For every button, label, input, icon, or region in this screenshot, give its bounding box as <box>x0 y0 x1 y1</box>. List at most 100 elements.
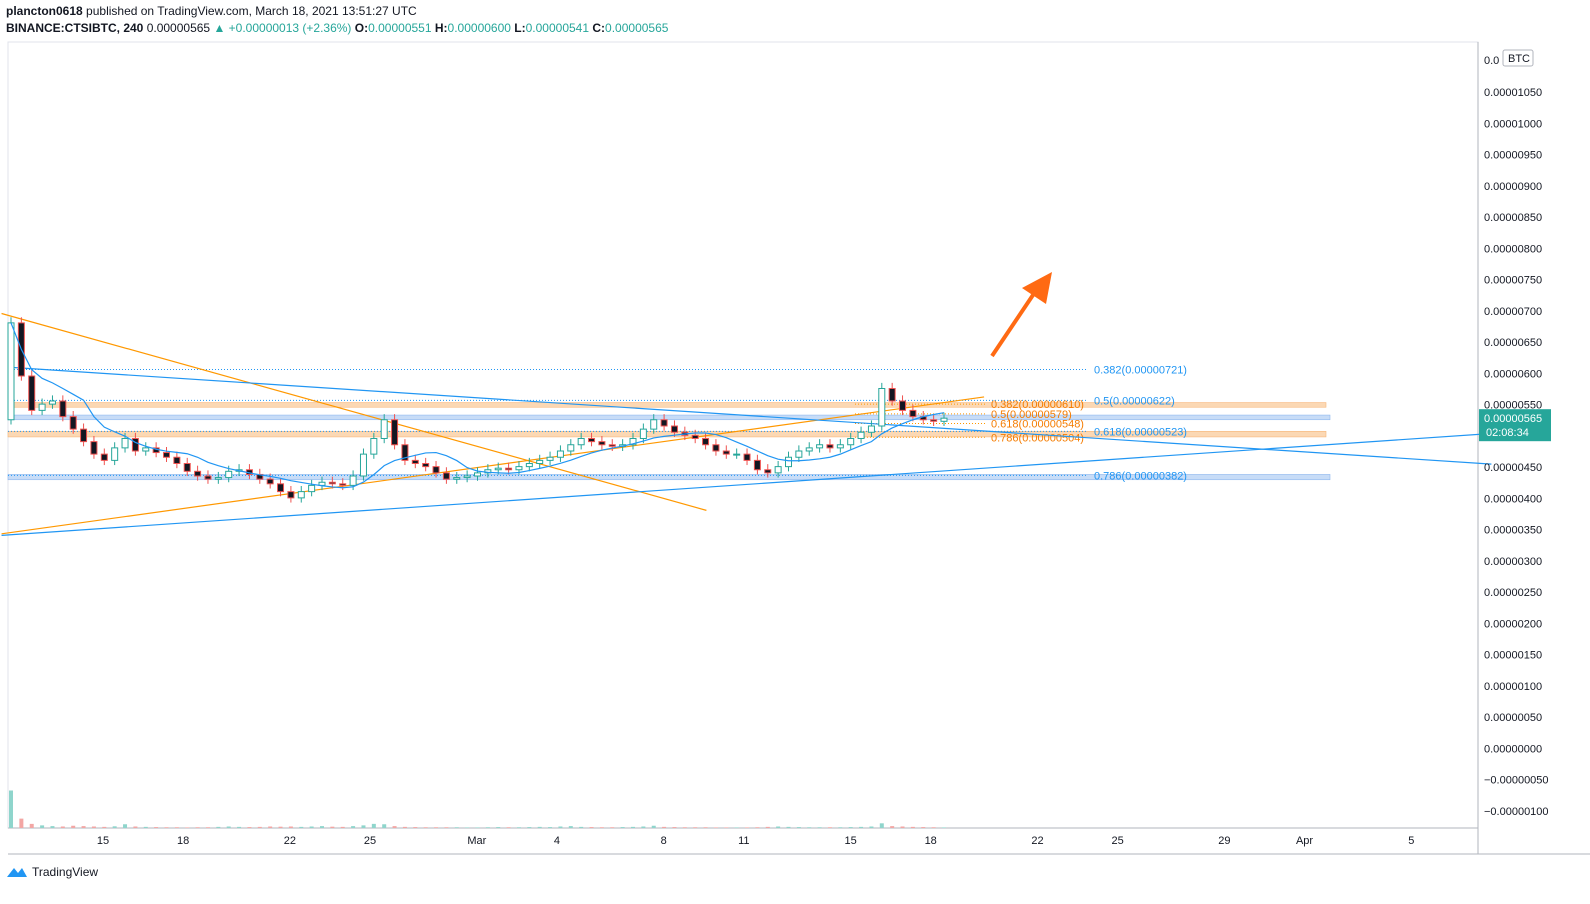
volume-bar <box>444 827 449 828</box>
volume-bar <box>859 826 864 828</box>
volume-bar <box>164 827 169 828</box>
volume-bar <box>133 826 138 828</box>
volume-bar <box>734 827 739 828</box>
candle-body <box>525 463 533 468</box>
currency-badge <box>1502 49 1534 67</box>
volume-bar <box>558 826 563 828</box>
candle-body <box>7 322 15 421</box>
candle-body <box>857 431 865 439</box>
candle-body <box>297 491 305 499</box>
volume-bar <box>755 827 760 828</box>
candle-body <box>28 375 36 411</box>
symbol-title[interactable]: BINANCE:CTSIBTC, 240 <box>6 21 144 35</box>
volume-bar <box>496 827 501 828</box>
volume-bar <box>776 826 781 828</box>
fib-orange-label: 0.618(0.00000548) <box>991 419 1084 431</box>
zone-orange-2 <box>7 431 1327 438</box>
candle-body <box>836 444 844 449</box>
time-tick-label: 25 <box>364 835 376 847</box>
trendline-blue-2 <box>9 366 1492 465</box>
candle-body <box>121 438 129 449</box>
volume-bar <box>827 827 832 828</box>
price-tick-label: 0.00000950 <box>1484 150 1542 162</box>
candle-body <box>899 400 907 411</box>
volume-bar <box>371 823 376 828</box>
volume-bar <box>330 826 335 828</box>
candle-body <box>163 452 170 458</box>
fib-orange-label: 0.382(0.00000610) <box>991 399 1084 411</box>
candle-body <box>785 456 792 468</box>
candle-body <box>359 453 367 477</box>
footer-brand: TradingView <box>32 865 99 879</box>
high-label: H: <box>434 21 448 35</box>
price-tick-label: 0.00000350 <box>1484 525 1542 537</box>
volume-bar <box>29 823 34 828</box>
publish-info: plancton0618 published on TradingView.co… <box>6 4 417 18</box>
volume-bar <box>506 827 511 828</box>
volume-bar <box>434 827 439 828</box>
volume-bar <box>537 826 542 828</box>
price-tick-label: 0.00000300 <box>1484 556 1542 568</box>
volume-bar <box>579 826 584 828</box>
volume-bar <box>299 826 304 828</box>
volume-bar <box>817 827 822 828</box>
volume-bar <box>237 826 242 828</box>
volume-bar <box>610 827 615 828</box>
candle-body <box>816 444 824 449</box>
volume-bar <box>568 826 573 828</box>
volume-bar <box>112 826 117 828</box>
time-tick-label: 11 <box>738 835 749 847</box>
volume-bar <box>662 826 667 828</box>
price-tick-label: 0.00000450 <box>1484 462 1542 474</box>
trendline-blue-3 <box>1 432 1492 536</box>
volume-bar <box>91 826 96 828</box>
volume-bar <box>413 827 418 828</box>
candle-body <box>131 438 139 452</box>
candle-body <box>214 477 222 480</box>
volume-bar <box>900 826 905 828</box>
last-value: 0.00000565 <box>146 21 211 35</box>
candle-body <box>774 466 782 474</box>
candle-body <box>546 456 554 461</box>
volume-bar <box>682 827 687 828</box>
price-tick-label: 0.00000400 <box>1484 493 1542 505</box>
candle-body <box>204 475 212 480</box>
volume-bar <box>309 826 314 828</box>
price-tick-label: 0.00001050 <box>1484 87 1542 99</box>
volume-bar <box>796 827 801 828</box>
price-tick-label: 0.00000550 <box>1484 400 1542 412</box>
candle-body <box>411 459 419 464</box>
candle-body <box>577 438 585 446</box>
volume-bar <box>340 826 345 828</box>
candle-body <box>691 434 699 439</box>
price-tick-label: 0.00000750 <box>1484 275 1542 287</box>
volume-bar <box>102 826 107 828</box>
candle-body <box>463 475 471 479</box>
volume-bar <box>942 827 946 828</box>
candle-body <box>59 400 67 418</box>
price-tick-label: −0.00000050 <box>1484 775 1549 787</box>
target-arrow-icon <box>1022 272 1052 304</box>
author-name[interactable]: plancton0618 <box>6 4 83 18</box>
candle-body <box>629 438 637 446</box>
candle-body <box>69 416 77 430</box>
volume-bar <box>174 827 179 828</box>
volume-bar <box>848 827 853 828</box>
fib-orange-label: 0.5(0.00000579) <box>991 409 1072 421</box>
volume-bar <box>807 827 812 828</box>
candle-body <box>515 466 523 471</box>
candle-body <box>909 409 917 418</box>
volume-bar <box>50 826 55 828</box>
time-tick-label: 15 <box>844 835 856 847</box>
tradingview-footer[interactable]: TradingView <box>6 865 98 879</box>
candle-body <box>349 475 357 486</box>
candle-body <box>556 450 564 458</box>
volume-bar <box>320 826 324 828</box>
volume-bar <box>765 826 770 828</box>
volume-bar <box>154 827 159 828</box>
volume-bar <box>693 827 698 828</box>
candle-body <box>225 470 233 479</box>
price-tick-label: −0.00000100 <box>1484 806 1549 818</box>
volume-bar <box>890 826 895 828</box>
